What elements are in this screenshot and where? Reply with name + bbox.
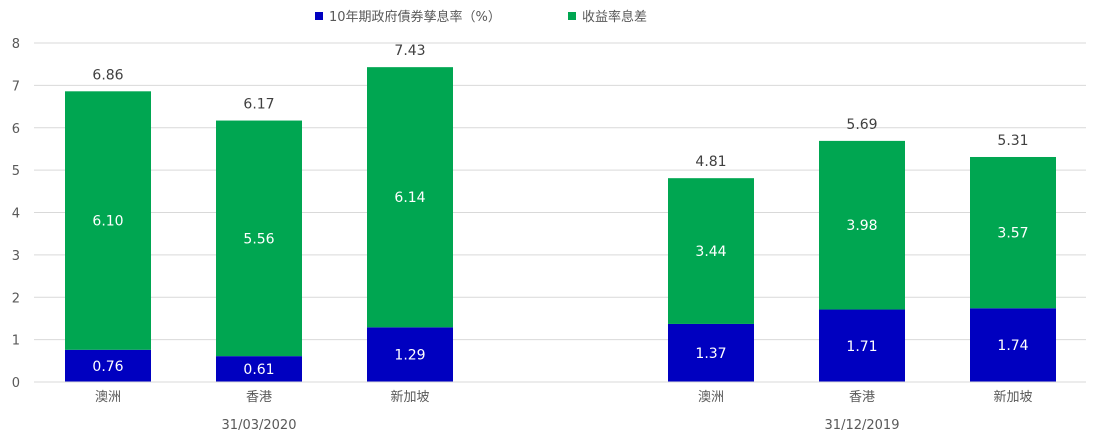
x-group-label: 31/12/2019 <box>825 418 900 433</box>
y-tick-label: 4 <box>12 207 20 222</box>
data-label-bond-yield: 0.61 <box>243 362 274 378</box>
bar-spread <box>668 178 754 324</box>
legend-swatch-bond-yield <box>315 11 323 20</box>
data-label-bond-yield: 1.37 <box>695 346 726 362</box>
data-label-spread: 5.56 <box>243 231 274 247</box>
y-tick-label: 8 <box>12 37 20 52</box>
total-label: 7.43 <box>394 43 425 59</box>
bar-spread <box>65 91 151 350</box>
data-label-spread: 3.44 <box>695 244 726 260</box>
data-label-spread: 3.57 <box>997 226 1028 242</box>
data-label-bond-yield: 1.74 <box>997 338 1028 354</box>
total-label: 6.17 <box>243 97 274 113</box>
bar-bond-yield <box>216 356 302 382</box>
x-category-label: 香港 <box>246 390 272 405</box>
y-tick-label: 1 <box>12 334 20 349</box>
y-tick-label: 2 <box>12 291 20 306</box>
total-label: 5.31 <box>997 133 1028 149</box>
bar-bond-yield <box>819 309 905 382</box>
x-category-label: 新加坡 <box>993 389 1032 405</box>
total-label: 4.81 <box>695 154 726 170</box>
data-label-bond-yield: 1.71 <box>846 339 877 355</box>
data-label-bond-yield: 0.76 <box>92 359 123 375</box>
data-label-bond-yield: 1.29 <box>394 348 425 364</box>
legend: 10年期政府債券孳息率（%） 收益率息差 <box>0 6 1098 26</box>
data-label-spread: 6.14 <box>394 190 425 206</box>
legend-item-spread[interactable]: 收益率息差 <box>568 6 647 25</box>
bar-spread <box>216 120 302 357</box>
x-category-label: 新加坡 <box>390 389 429 405</box>
x-group-label: 31/03/2020 <box>222 418 297 433</box>
bar-bond-yield <box>970 308 1056 382</box>
y-tick-label: 0 <box>12 376 20 391</box>
total-label: 6.86 <box>92 67 123 83</box>
bar-bond-yield <box>65 349 151 382</box>
x-category-label: 澳洲 <box>698 389 724 405</box>
bar-spread <box>367 67 453 328</box>
bar-bond-yield <box>668 323 754 382</box>
x-category-label: 澳洲 <box>95 389 121 405</box>
y-tick-label: 5 <box>12 164 20 179</box>
bar-spread <box>970 156 1056 309</box>
total-label: 5.69 <box>846 117 877 133</box>
data-label-spread: 3.98 <box>846 218 877 234</box>
y-tick-label: 3 <box>12 249 20 264</box>
x-category-label: 香港 <box>849 390 875 405</box>
y-tick-label: 6 <box>12 122 20 137</box>
legend-swatch-spread <box>568 11 576 20</box>
legend-label-bond-yield: 10年期政府債券孳息率（%） <box>329 10 501 25</box>
legend-item-bond-yield[interactable]: 10年期政府債券孳息率（%） <box>315 6 501 25</box>
legend-label-spread: 收益率息差 <box>582 10 648 25</box>
bar-bond-yield <box>367 327 453 382</box>
data-label-spread: 6.10 <box>92 214 123 230</box>
bar-spread <box>819 140 905 310</box>
y-tick-label: 7 <box>12 79 20 94</box>
